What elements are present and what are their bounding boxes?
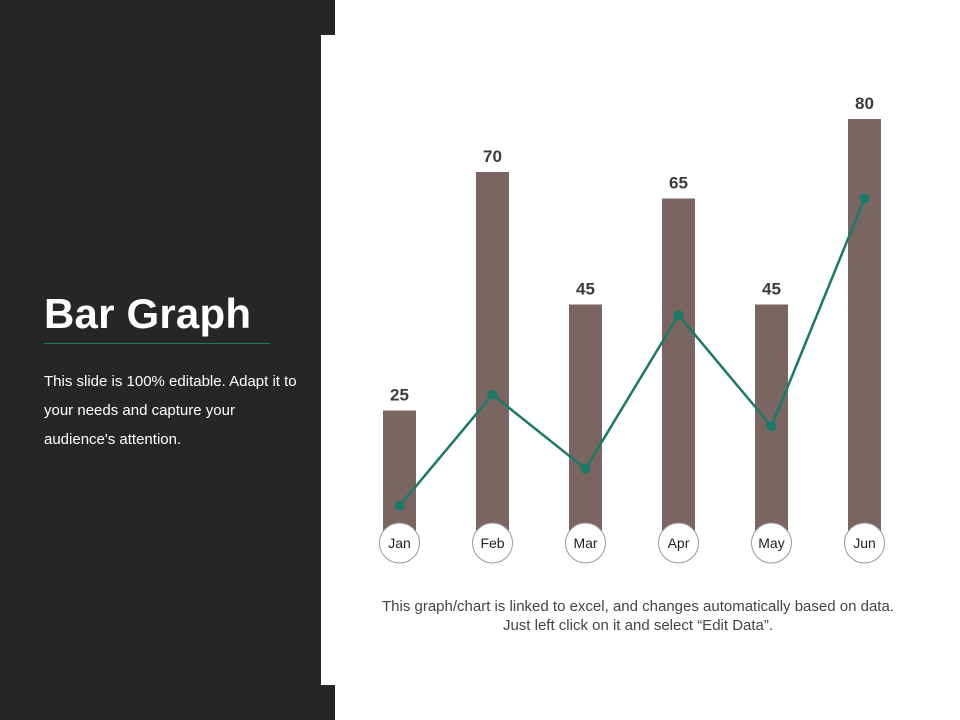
month-label: Feb [480, 535, 504, 551]
bar-value-label: 45 [762, 280, 781, 299]
bar-value-label: 45 [576, 280, 595, 299]
bar-line-chart: 25 Jan 70 Feb 45 Mar 65 Apr 45 May 80 Jun [379, 94, 885, 564]
line-point-jun [859, 193, 870, 204]
month-marker-jan [379, 522, 420, 564]
panel-notch [321, 35, 335, 685]
line-point-may [766, 421, 777, 432]
bar-value-label: 25 [390, 386, 409, 405]
trend-line [398, 198, 866, 507]
month-marker-may [751, 522, 792, 564]
line-point-jan [394, 500, 405, 511]
month-label: Jun [853, 535, 876, 551]
bar-value-label: 80 [855, 94, 874, 113]
month-marker-apr [658, 522, 699, 564]
bar-value-label: 70 [483, 147, 502, 166]
month-marker-mar [565, 522, 606, 564]
month-label: Mar [573, 535, 597, 551]
title-underline [44, 343, 270, 344]
line-point-mar [580, 463, 591, 474]
labels-group: 25 Jan 70 Feb 45 Mar 65 Apr 45 May 80 Jun [379, 94, 885, 564]
month-marker-feb [472, 522, 513, 564]
line-point-apr [673, 310, 684, 321]
month-label: Jan [388, 535, 411, 551]
month-label: May [758, 535, 784, 551]
title-panel [0, 0, 335, 720]
bar-mar [569, 304, 602, 543]
slide-description: This slide is 100% editable. Adapt it to… [44, 373, 297, 448]
line-series-group [394, 193, 870, 511]
bar-feb [476, 172, 509, 543]
bars-group [383, 119, 881, 543]
chart-footnote: This graph/chart is linked to excel, and… [382, 598, 894, 634]
line-point-feb [487, 389, 498, 400]
bar-value-label: 65 [669, 174, 688, 193]
bar-apr [662, 198, 695, 543]
slide-title: Bar Graph [44, 290, 252, 337]
bar-jun [848, 119, 881, 543]
month-marker-jun [844, 522, 885, 564]
bar-jan [383, 410, 416, 543]
month-label: Apr [668, 535, 690, 551]
